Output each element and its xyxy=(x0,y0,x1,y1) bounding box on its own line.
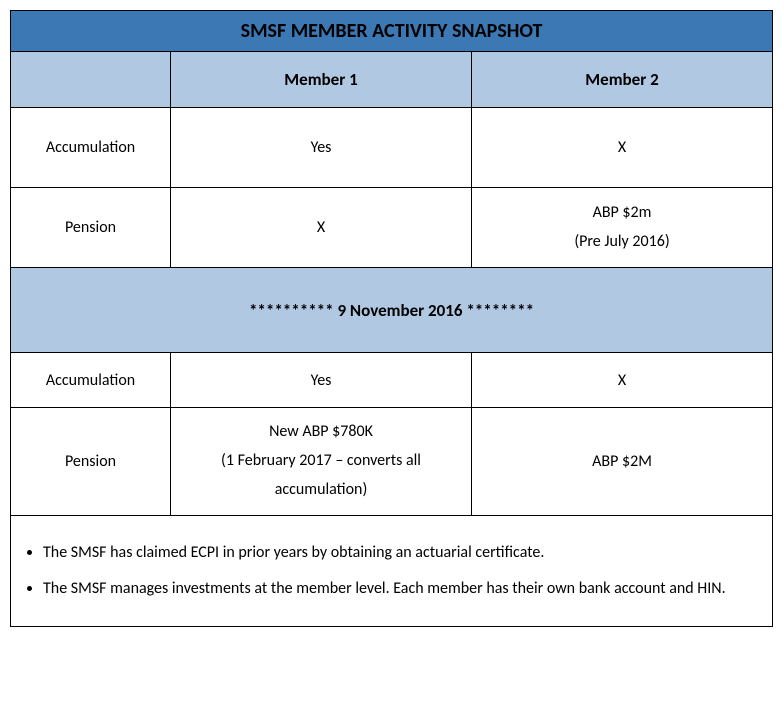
section1-accumulation-row: Accumulation Yes X xyxy=(11,108,773,188)
row-label-pension-2: Pension xyxy=(11,408,171,516)
s1-accum-m2: X xyxy=(472,108,773,188)
date-divider-row: ********** 9 November 2016 ******** xyxy=(11,268,773,353)
section2-accumulation-row: Accumulation Yes X xyxy=(11,353,773,408)
row-label-pension-1: Pension xyxy=(11,188,171,268)
s2-pension-m2: ABP $2M xyxy=(472,408,773,516)
row-label-accumulation-2: Accumulation xyxy=(11,353,171,408)
s1-accum-m1: Yes xyxy=(171,108,472,188)
table-title: SMSF MEMBER ACTIVITY SNAPSHOT xyxy=(11,11,773,52)
header-empty xyxy=(11,52,171,108)
s2-pension-m1: New ABP $780K (1 February 2017 – convert… xyxy=(171,408,472,516)
s1-pension-m2-l1: ABP $2m xyxy=(478,199,766,228)
s2-accum-m2: X xyxy=(472,353,773,408)
notes-list: The SMSF has claimed ECPI in prior years… xyxy=(23,535,760,607)
s1-pension-m1: X xyxy=(171,188,472,268)
date-divider: ********** 9 November 2016 ******** xyxy=(11,268,773,353)
header-row: Member 1 Member 2 xyxy=(11,52,773,108)
note-item: The SMSF manages investments at the memb… xyxy=(43,571,760,607)
notes-row: The SMSF has claimed ECPI in prior years… xyxy=(11,516,773,627)
s1-pension-m2-l2: (Pre July 2016) xyxy=(478,228,766,257)
row-label-accumulation-1: Accumulation xyxy=(11,108,171,188)
header-member2: Member 2 xyxy=(472,52,773,108)
header-member1: Member 1 xyxy=(171,52,472,108)
s2-accum-m1: Yes xyxy=(171,353,472,408)
s2-pension-m1-l1: New ABP $780K xyxy=(177,418,465,447)
s2-pension-m1-l2: (1 February 2017 – converts all accumula… xyxy=(177,447,465,505)
snapshot-table: SMSF MEMBER ACTIVITY SNAPSHOT Member 1 M… xyxy=(10,10,773,627)
note-item: The SMSF has claimed ECPI in prior years… xyxy=(43,535,760,571)
section2-pension-row: Pension New ABP $780K (1 February 2017 –… xyxy=(11,408,773,516)
notes-cell: The SMSF has claimed ECPI in prior years… xyxy=(11,516,773,627)
section1-pension-row: Pension X ABP $2m (Pre July 2016) xyxy=(11,188,773,268)
s1-pension-m2: ABP $2m (Pre July 2016) xyxy=(472,188,773,268)
title-row: SMSF MEMBER ACTIVITY SNAPSHOT xyxy=(11,11,773,52)
